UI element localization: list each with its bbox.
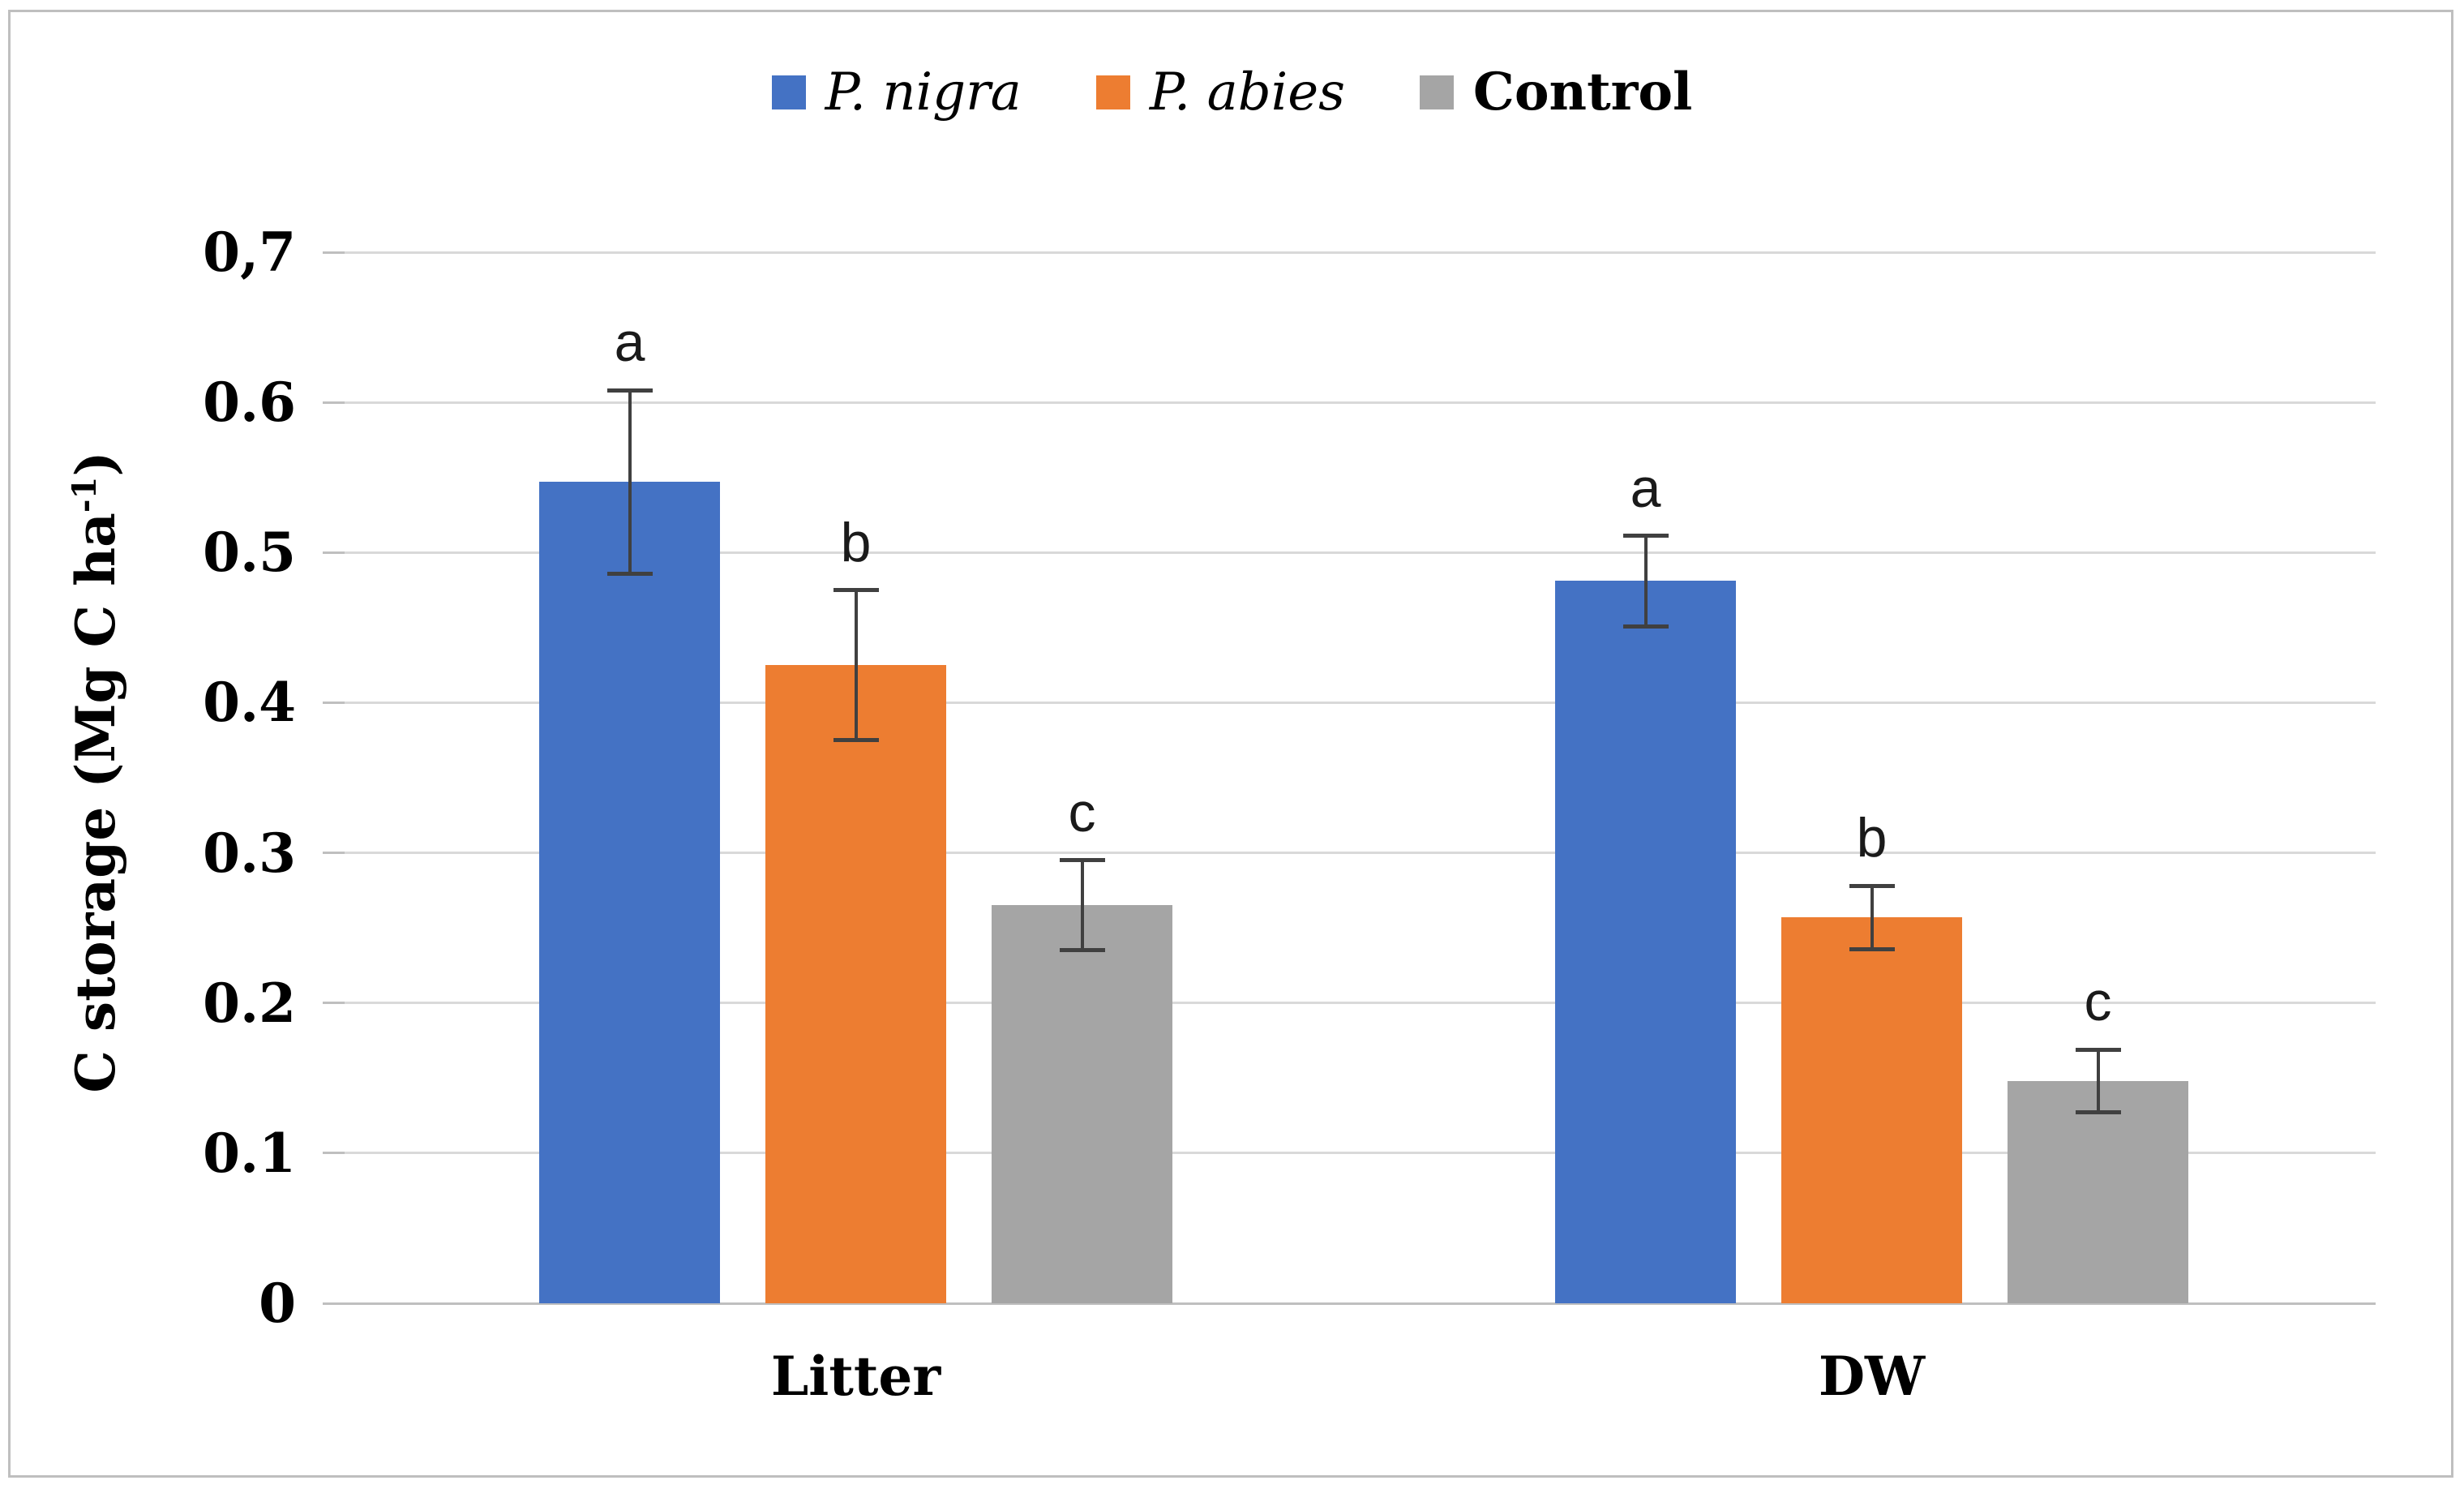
gridline [345, 251, 2376, 254]
bar-dw-p-nigra [1555, 581, 1736, 1303]
y-axis-tick [323, 1302, 345, 1305]
error-bar-cap-top [833, 588, 879, 593]
bar-litter-p-nigra [539, 482, 720, 1303]
significance-letter: c [1068, 781, 1096, 843]
y-axis-tick [323, 1002, 345, 1005]
error-bar-cap-top [1059, 858, 1105, 863]
gridline [345, 1152, 2376, 1155]
y-axis-tick [323, 251, 345, 254]
legend-swatch-p-abies [1095, 75, 1130, 109]
gridline [345, 551, 2376, 554]
error-bar-cap-bottom [606, 571, 653, 576]
error-bar-line [628, 390, 632, 574]
legend-item-p-nigra: P. nigra [771, 62, 1022, 122]
legend-swatch-control [1419, 75, 1454, 109]
category-label-dw: DW [1818, 1345, 1926, 1408]
error-bar-cap-top [1622, 534, 1669, 539]
error-bar-line [1080, 860, 1084, 950]
error-bar-line [2096, 1049, 2100, 1113]
y-tick-label: 0.5 [203, 521, 296, 585]
gridline [345, 401, 2376, 404]
y-axis-tick [323, 701, 345, 704]
y-tick-label: 0.2 [203, 971, 296, 1035]
gridline [345, 852, 2376, 855]
error-bar-cap-bottom [1059, 948, 1105, 953]
gridline [345, 1002, 2376, 1005]
y-axis-title-close: ) [64, 451, 127, 477]
significance-letter: c [2084, 971, 2112, 1033]
error-bar-line [854, 590, 858, 740]
legend-item-control: Control [1419, 62, 1693, 122]
error-bar-line [1643, 535, 1648, 626]
error-bar-cap-bottom [833, 738, 879, 743]
legend-item-p-abies: P. abies [1095, 62, 1345, 122]
error-bar-line [1870, 886, 1874, 950]
y-tick-label: 0.1 [203, 1121, 296, 1185]
error-bar-cap-top [606, 388, 653, 393]
y-tick-label: 0.3 [203, 821, 296, 885]
significance-letter: b [840, 511, 872, 573]
bar-dw-control [2008, 1080, 2188, 1303]
legend: P. nigra P. abies Control [0, 67, 2464, 118]
y-tick-label: 0 [259, 1272, 296, 1335]
y-axis-tick [323, 551, 345, 554]
significance-letter: b [1856, 807, 1888, 869]
y-axis-title-superscript: -1 [66, 476, 104, 513]
error-bar-cap-bottom [1849, 946, 1895, 951]
bar-dw-p-abies [1781, 917, 1962, 1303]
x-axis-line [345, 1302, 2376, 1305]
significance-letter: a [1630, 457, 1661, 519]
category-label-litter: Litter [770, 1345, 941, 1408]
y-axis-tick [323, 852, 345, 855]
y-tick-label: 0,7 [203, 221, 296, 285]
error-bar-cap-bottom [2075, 1110, 2121, 1115]
y-axis-tick [323, 1152, 345, 1155]
legend-label-p-abies: P. abies [1149, 62, 1345, 122]
legend-swatch-p-nigra [771, 75, 806, 109]
legend-label-p-nigra: P. nigra [825, 62, 1022, 122]
y-axis-tick [323, 401, 345, 404]
gridline [345, 701, 2376, 704]
error-bar-cap-top [1849, 883, 1895, 888]
error-bar-cap-bottom [1622, 624, 1669, 629]
significance-letter: a [614, 311, 645, 374]
error-bar-cap-top [2075, 1047, 2121, 1052]
bar-litter-p-abies [765, 665, 946, 1303]
legend-label-control: Control [1472, 62, 1693, 122]
y-tick-label: 0.4 [203, 671, 296, 735]
bar-litter-control [992, 905, 1172, 1303]
y-tick-label: 0.6 [203, 371, 296, 435]
